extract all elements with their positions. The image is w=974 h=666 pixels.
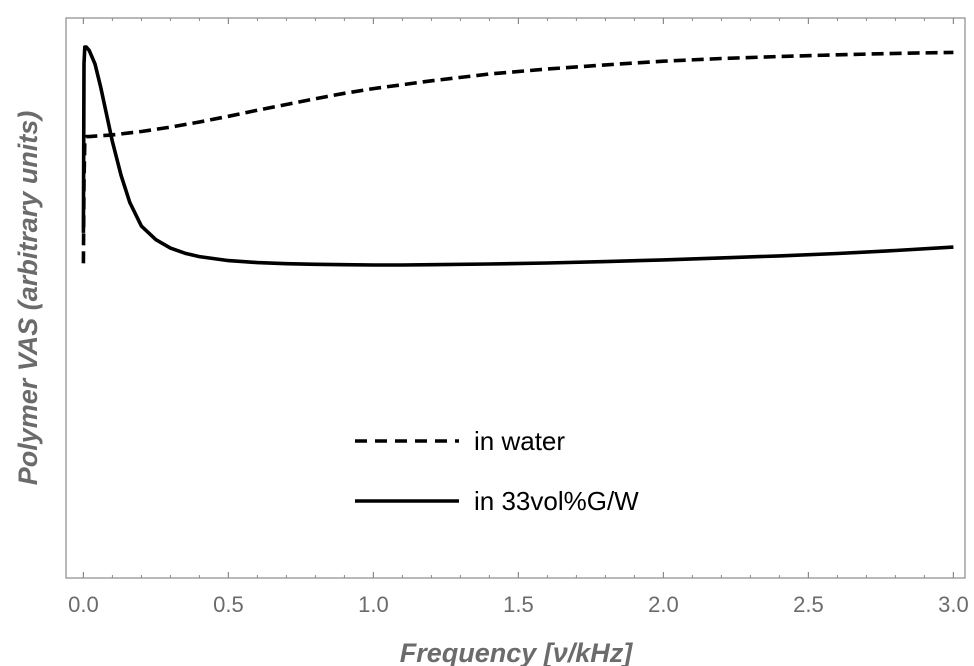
series-line-in-33vol-gw [81, 45, 954, 267]
x-tick-label: 1.5 [503, 592, 534, 617]
legend-label-in-33vol-gw: in 33vol%G/W [474, 486, 639, 516]
x-tick-label: 2.0 [648, 592, 679, 617]
x-tick-label: 0.5 [213, 592, 244, 617]
series-layer [81, 45, 954, 267]
x-axis-tick-labels: 0.0 0.5 1.0 1.5 2.0 2.5 3.0 [68, 592, 969, 617]
y-axis-title: Polymer VAS (arbitrary units) [13, 111, 43, 486]
legend-label-in-water: in water [474, 426, 565, 456]
x-tick-label: 3.0 [938, 592, 969, 617]
x-axis-ticks [82, 18, 955, 578]
x-axis-title: Frequency [ν/kHz] [400, 638, 634, 666]
plot-frame [65, 17, 966, 579]
x-tick-label: 1.0 [358, 592, 389, 617]
series-line-in-water [81, 50, 954, 264]
x-tick-label: 0.0 [68, 592, 99, 617]
x-tick-label: 2.5 [793, 592, 824, 617]
legend: in water in 33vol%G/W [355, 426, 639, 516]
